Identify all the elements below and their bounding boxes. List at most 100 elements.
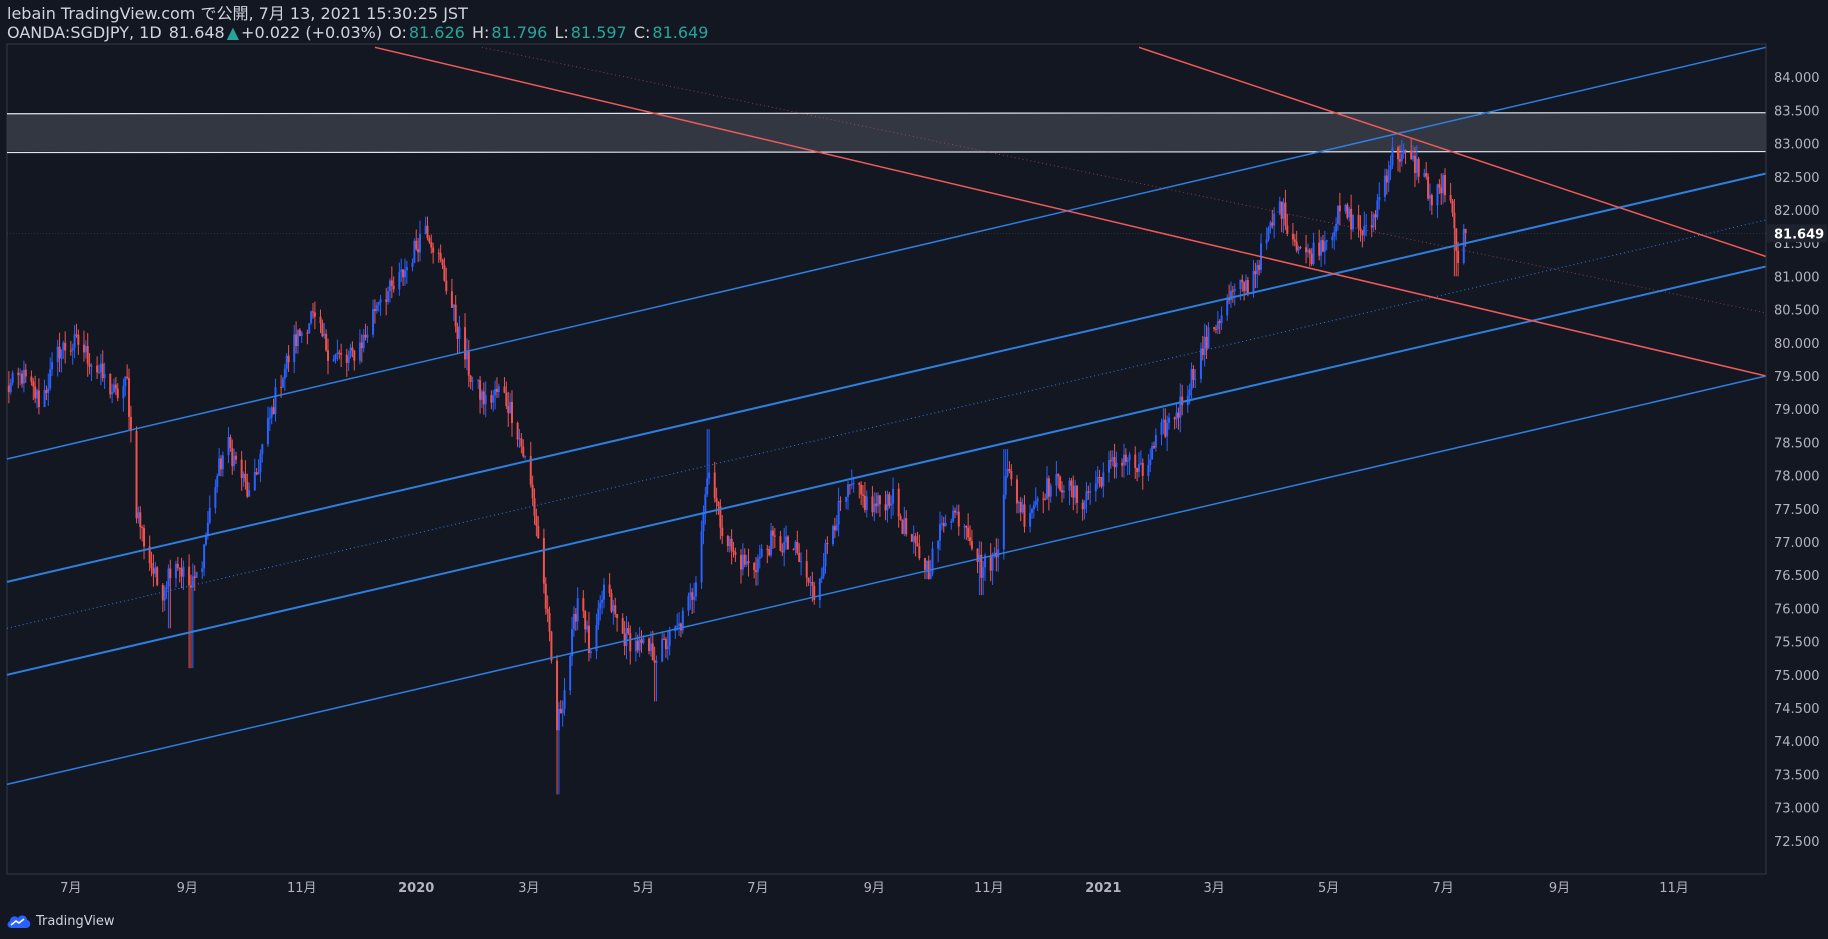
price-tick-label: 78.000 — [1774, 470, 1820, 485]
candle-body — [1359, 228, 1362, 231]
candle-body — [571, 629, 574, 657]
candle-body — [161, 585, 164, 601]
candle-body — [1126, 460, 1129, 462]
candle-body — [529, 456, 532, 485]
time-axis[interactable]: 7月 9月 11月 2020 3月 5月 7月 9月 11月 2021 3月 5月 7月 9月 11月 — [60, 881, 1689, 896]
candle-body — [664, 639, 667, 650]
chart-pane[interactable] — [6, 43, 1767, 875]
low-label: L: — [554, 23, 569, 42]
candle-body — [892, 488, 895, 504]
candle-body — [1291, 233, 1294, 240]
plot-area[interactable] — [6, 43, 1767, 875]
trendlines[interactable] — [6, 46, 1767, 786]
candle-body — [165, 586, 168, 590]
candle-body — [653, 660, 656, 663]
candle-body — [321, 323, 324, 337]
last-price-label: 81.649 — [1774, 227, 1824, 242]
candle-body — [30, 376, 33, 382]
time-tick-label: 7月 — [60, 881, 81, 896]
trendline-5[interactable] — [6, 375, 1767, 786]
candle-body — [128, 377, 131, 417]
price-axis[interactable]: 72.500 73.000 73.500 74.000 74.500 75.000 75.5… — [7, 44, 1827, 874]
candle-body — [1177, 412, 1180, 418]
candle-body — [413, 240, 416, 263]
candle-body — [721, 527, 724, 537]
candle-body — [1453, 212, 1456, 229]
candle-body — [454, 304, 457, 327]
candle-body — [385, 299, 388, 302]
candle-body — [1010, 470, 1013, 480]
candle-body — [542, 538, 545, 584]
candle-body — [450, 291, 453, 308]
candle-body — [770, 530, 773, 556]
candle-body — [495, 388, 498, 393]
candle-body — [141, 527, 144, 529]
candle-body — [1113, 457, 1116, 468]
candle-body — [608, 584, 611, 594]
candle-body — [484, 395, 487, 405]
candle-body — [375, 304, 378, 312]
candle-body — [518, 438, 521, 440]
symbol-label[interactable]: OANDA:SGDJPY, 1D — [7, 23, 162, 42]
candle-body — [390, 280, 393, 286]
candle-body — [51, 362, 54, 370]
candle-body — [655, 661, 658, 663]
candle-body — [873, 503, 876, 513]
price-tick-label: 83.000 — [1774, 138, 1820, 153]
price-tick-label: 77.500 — [1774, 503, 1820, 518]
candle-body — [627, 628, 630, 634]
candle-body — [1149, 459, 1152, 465]
trendline-3[interactable] — [6, 219, 1767, 629]
candle-body — [1293, 239, 1296, 242]
candle-body — [465, 351, 468, 360]
candle-body — [362, 334, 365, 349]
candle-body — [221, 455, 224, 470]
candle-body — [1019, 501, 1022, 513]
trendline-1[interactable] — [6, 46, 1767, 460]
tradingview-logo[interactable]: TradingView — [6, 912, 115, 930]
candle-body — [1410, 150, 1413, 160]
candle-body — [182, 566, 185, 577]
time-tick-label: 11月 — [1659, 881, 1689, 896]
zone-fill — [7, 113, 1766, 152]
candle-body — [533, 498, 536, 516]
zone-bottom-line[interactable] — [6, 150, 1767, 154]
candle-body — [1297, 247, 1300, 251]
trendline-6[interactable] — [374, 46, 1767, 377]
candle-body — [274, 387, 277, 415]
price-chart[interactable]: 72.500 73.000 73.500 74.000 74.500 75.000 75.5… — [0, 0, 1828, 901]
zone-top-line[interactable] — [6, 112, 1767, 115]
candle-body — [848, 484, 851, 486]
candle-body — [621, 618, 624, 634]
candle-body — [914, 536, 917, 544]
candle-body — [505, 392, 508, 406]
trendline-4[interactable] — [6, 265, 1767, 676]
candle-body — [490, 395, 493, 403]
resistance-zone[interactable] — [6, 112, 1767, 154]
candle-body — [589, 650, 592, 654]
candle-body — [1365, 225, 1368, 227]
time-tick-label: 3月 — [518, 881, 539, 896]
trendline-8[interactable] — [481, 46, 1767, 314]
candle-body — [1455, 228, 1458, 251]
candle-body — [629, 633, 632, 652]
candle-body — [1021, 504, 1024, 513]
candle-body — [443, 265, 446, 281]
candle-body — [1233, 289, 1236, 292]
candle-body — [582, 598, 585, 612]
candle-body — [1134, 454, 1137, 468]
candle-body — [805, 561, 808, 578]
candle-body — [139, 512, 142, 528]
candle-body — [563, 690, 566, 709]
candle-body — [982, 567, 985, 578]
candle-body — [1357, 214, 1360, 229]
candle-body — [612, 605, 615, 612]
trendline-2[interactable] — [6, 172, 1767, 583]
candle-body — [1383, 175, 1386, 197]
trendline-7[interactable] — [1138, 46, 1767, 258]
candle-body — [1181, 396, 1184, 406]
candle-body — [1273, 213, 1276, 226]
candle-body — [952, 510, 955, 522]
candle-body — [231, 448, 234, 467]
candle-body — [1122, 454, 1125, 466]
